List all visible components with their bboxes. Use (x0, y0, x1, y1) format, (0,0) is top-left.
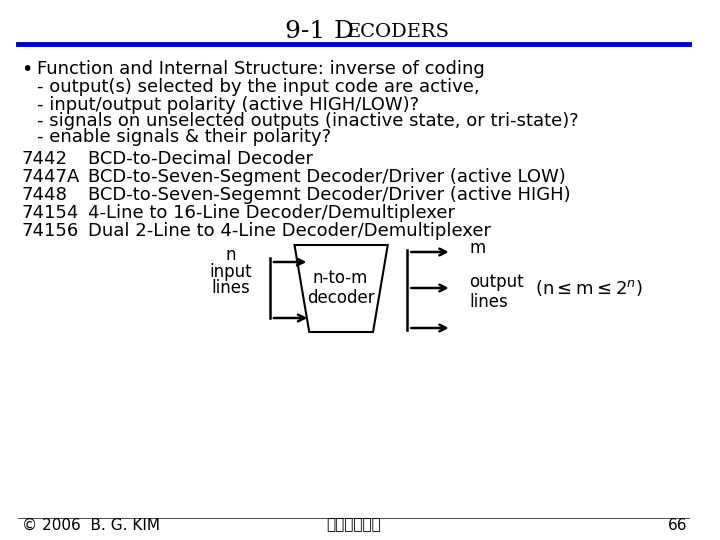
Text: 7447A: 7447A (22, 168, 80, 186)
Text: Dual 2-Line to 4-Line Decoder/Demultiplexer: Dual 2-Line to 4-Line Decoder/Demultiple… (89, 222, 491, 240)
Text: •: • (22, 60, 33, 79)
Text: 7442: 7442 (22, 150, 68, 168)
Text: input: input (210, 263, 252, 281)
Text: 66: 66 (667, 517, 687, 532)
Text: 9-1: 9-1 (284, 21, 341, 44)
Text: 74154: 74154 (22, 204, 79, 222)
Text: ECODERS: ECODERS (346, 23, 449, 41)
Text: lines: lines (469, 293, 508, 311)
Text: 7448: 7448 (22, 186, 68, 204)
Text: Function and Internal Structure: inverse of coding: Function and Internal Structure: inverse… (37, 60, 485, 78)
Text: © 2006  B. G. KIM: © 2006 B. G. KIM (22, 517, 160, 532)
Text: BCD-to-Seven-Segment Decoder/Driver (active LOW): BCD-to-Seven-Segment Decoder/Driver (act… (89, 168, 566, 186)
Text: 4-Line to 16-Line Decoder/Demultiplexer: 4-Line to 16-Line Decoder/Demultiplexer (89, 204, 455, 222)
Text: n: n (225, 246, 236, 264)
Text: - output(s) selected by the input code are active,: - output(s) selected by the input code a… (37, 78, 480, 96)
Text: D: D (334, 21, 354, 44)
Text: (n$\leq$m$\leq$2$^n$): (n$\leq$m$\leq$2$^n$) (535, 278, 643, 298)
Text: - signals on unselected outputs (inactive state, or tri-state)?: - signals on unselected outputs (inactiv… (37, 112, 579, 130)
Text: BCD-to-Seven-Segemnt Decoder/Driver (active HIGH): BCD-to-Seven-Segemnt Decoder/Driver (act… (89, 186, 571, 204)
Text: - enable signals & their polarity?: - enable signals & their polarity? (37, 128, 331, 146)
Text: lines: lines (211, 279, 250, 297)
Text: m: m (469, 239, 485, 257)
Text: 74156: 74156 (22, 222, 79, 240)
Text: output: output (469, 273, 524, 291)
Text: 디지털시스템: 디지털시스템 (326, 517, 381, 532)
Text: n-to-m
decoder: n-to-m decoder (307, 268, 374, 307)
Text: BCD-to-Decimal Decoder: BCD-to-Decimal Decoder (89, 150, 313, 168)
Text: - input/output polarity (active HIGH/LOW)?: - input/output polarity (active HIGH/LOW… (37, 96, 420, 114)
